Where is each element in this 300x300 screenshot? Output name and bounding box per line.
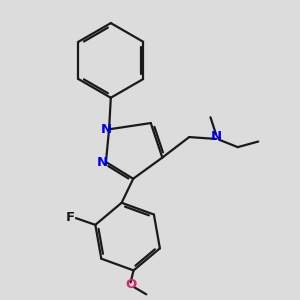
- Text: N: N: [211, 130, 222, 143]
- Text: O: O: [125, 278, 136, 292]
- Text: N: N: [97, 155, 108, 169]
- Text: N: N: [100, 123, 112, 136]
- Text: F: F: [65, 211, 74, 224]
